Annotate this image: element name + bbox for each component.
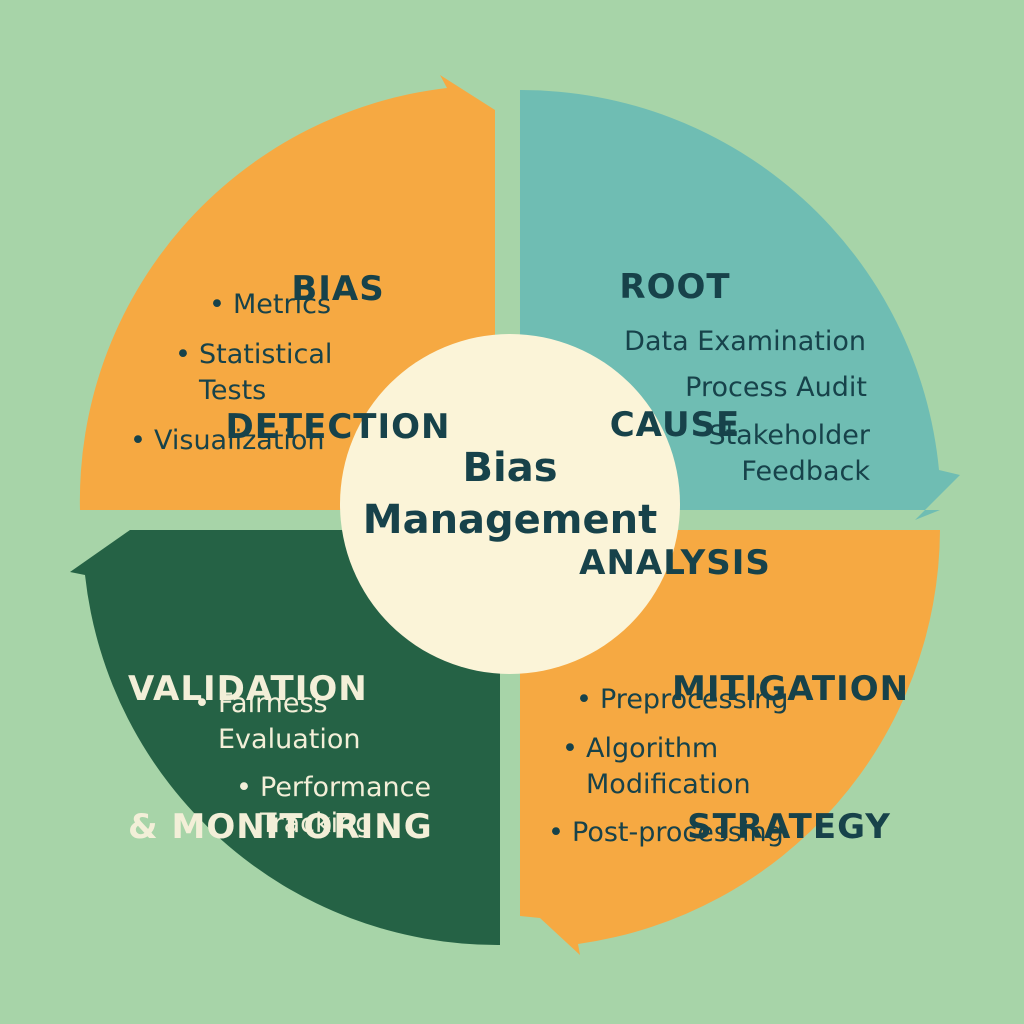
- validation-item-performance-tracking: Performance Tracking: [236, 770, 431, 842]
- root-cause-item-stakeholder-feedback: Stakeholder Feedback: [708, 420, 870, 487]
- center-title-line: Management: [362, 497, 658, 543]
- root-cause-title-line: CAUSE: [609, 405, 741, 445]
- root-cause-title-line: ROOT: [619, 267, 731, 307]
- root-cause-title: ROOT CAUSE ANALYSIS: [575, 172, 775, 678]
- detection-item-visualization: Visualization: [130, 423, 324, 459]
- detection-item-statistical-tests: Statistical Tests: [175, 337, 332, 409]
- validation-item-fairness-evaluation: Fairness Evaluation: [194, 686, 361, 758]
- mitigation-item-post-processing: Post-processing: [548, 815, 784, 851]
- center-label: Bias Management: [340, 442, 680, 546]
- center-circle: [340, 334, 680, 674]
- root-cause-item-process-audit: Process Audit: [685, 372, 867, 403]
- center-title-line: Bias: [462, 445, 558, 491]
- root-cause-title-line: ANALYSIS: [579, 543, 771, 583]
- detection-item-metrics: Metrics: [209, 287, 331, 323]
- root-cause-item-data-examination: Data Examination: [624, 326, 866, 357]
- mitigation-item-algorithm-modification: Algorithm Modification: [562, 731, 751, 803]
- mitigation-item-preprocessing: Preprocessing: [576, 682, 788, 718]
- validation-title: VALIDATION & MONITORING: [128, 574, 432, 942]
